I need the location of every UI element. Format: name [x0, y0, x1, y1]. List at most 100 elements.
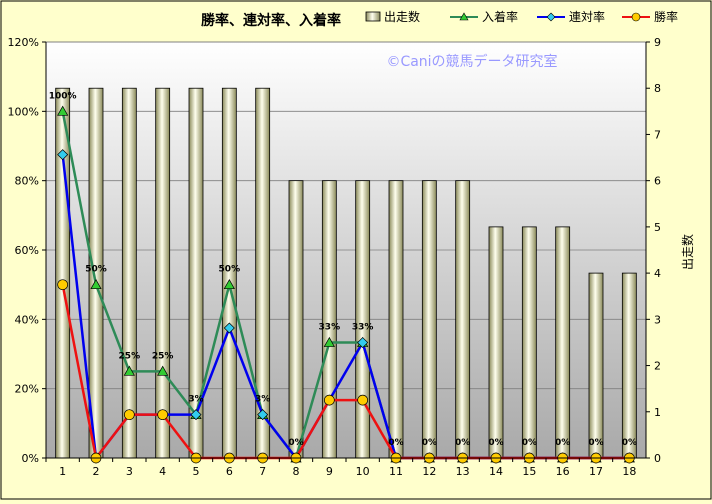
bar-starts: [521, 226, 537, 459]
x-tick-label: 3: [126, 465, 133, 478]
x-tick-label: 10: [356, 465, 370, 478]
data-label: 50%: [85, 265, 107, 275]
point-triangle: [223, 278, 235, 290]
legend-label-starts: 出走数: [384, 9, 420, 24]
x-tick-label: 12: [422, 465, 436, 478]
legend-label-place-rate: 入着率: [482, 9, 518, 24]
data-label: 0%: [488, 438, 503, 448]
right-tick-label: 9: [654, 36, 661, 49]
point-triangle: [123, 365, 135, 376]
data-label: 50%: [219, 265, 241, 275]
right-tick-label: 8: [654, 82, 661, 95]
data-label: 0%: [388, 438, 403, 448]
point-triangle: [90, 278, 102, 290]
x-tick-label: 15: [522, 465, 536, 478]
x-tick-label: 2: [93, 465, 100, 478]
x-tick-label: 11: [389, 465, 403, 478]
chart-title: 勝率、連対率、入着率: [201, 12, 341, 29]
right-tick-label: 0: [654, 452, 661, 465]
x-tick-label: 17: [589, 465, 603, 478]
x-tick-label: 6: [226, 465, 233, 478]
left-tick-label: 60%: [15, 244, 39, 257]
data-label: 25%: [119, 351, 141, 361]
right-tick-label: 3: [654, 313, 661, 326]
right-axis-title: 出走数: [680, 234, 695, 270]
gridlines: [46, 41, 646, 459]
x-tick-label: 1: [59, 465, 66, 478]
data-label: 33%: [319, 323, 341, 333]
data-label: 3%: [188, 395, 203, 405]
bar-starts: [455, 180, 471, 459]
right-tick-label: 6: [654, 175, 661, 188]
data-label: 0%: [422, 438, 437, 448]
bar-starts: [588, 272, 604, 459]
bar-starts: [355, 180, 371, 459]
bar-starts: [488, 226, 504, 459]
right-tick-label: 7: [654, 128, 661, 141]
right-tick-label: 1: [654, 406, 661, 419]
data-label: 0%: [588, 438, 603, 448]
point-diamond: [57, 149, 69, 161]
point-triangle: [157, 365, 169, 376]
data-label: 0%: [455, 438, 470, 448]
x-tick-label: 9: [326, 465, 333, 478]
x-tick-label: 7: [259, 465, 266, 478]
point-triangle: [323, 336, 335, 347]
point-circle: [323, 394, 335, 406]
x-tick-label: 8: [293, 465, 300, 478]
data-label: 25%: [152, 351, 174, 361]
data-label: 33%: [352, 323, 374, 333]
data-label: 0%: [288, 438, 303, 448]
bar-starts: [388, 180, 404, 459]
left-tick-label: 100%: [8, 105, 39, 118]
bar-starts: [288, 180, 304, 459]
point-diamond: [357, 337, 369, 349]
bar-starts: [421, 180, 437, 459]
point-circle: [57, 279, 69, 291]
legend-label-win-rate: 勝率: [654, 9, 678, 24]
bar-starts: [121, 87, 137, 459]
bar-starts: [555, 226, 571, 459]
bar-starts: [321, 180, 337, 459]
point-diamond: [190, 409, 202, 421]
point-triangle: [57, 105, 69, 116]
legend-swatch-starts: [365, 11, 381, 22]
data-label: 0%: [622, 438, 637, 448]
x-tick-label: 5: [193, 465, 200, 478]
bar-starts: [155, 87, 171, 459]
watermark: ©Caniの競馬データ研究室: [386, 53, 557, 70]
point-diamond: [223, 322, 235, 334]
left-tick-label: 120%: [8, 36, 39, 49]
x-tick-label: 18: [622, 465, 636, 478]
x-tick-label: 13: [456, 465, 470, 478]
legend-marker-triangle-icon: [459, 12, 469, 21]
left-tick-label: 0%: [22, 452, 39, 465]
bar-starts: [55, 87, 71, 459]
legend-marker-circle-icon: [631, 12, 641, 22]
right-tick-label: 4: [654, 267, 661, 280]
data-label: 0%: [522, 438, 537, 448]
legend: 出走数 入着率 連対率 勝率: [365, 9, 678, 24]
point-circle: [157, 409, 169, 421]
legend-label-quinella-rate: 連対率: [569, 9, 605, 24]
right-tick-label: 5: [654, 221, 661, 234]
data-label: 100%: [49, 91, 77, 101]
left-tick-label: 80%: [15, 175, 39, 188]
data-label: 0%: [555, 438, 570, 448]
data-label: 3%: [255, 395, 270, 405]
x-tick-label: 16: [556, 465, 570, 478]
data-labels: 100% 50% 25% 25% 3% 50% 3% 0% 33% 33% 0% 0% 0% 0% 0% 0%…: [49, 91, 637, 448]
point-diamond: [257, 409, 269, 421]
point-circle: [123, 409, 135, 421]
bar-starts: [621, 272, 637, 459]
x-tick-label: 14: [489, 465, 503, 478]
right-tick-label: 2: [654, 360, 661, 373]
left-tick-label: 40%: [15, 313, 39, 326]
x-tick-label: 4: [159, 465, 166, 478]
point-circle: [357, 394, 369, 406]
left-tick-label: 20%: [15, 383, 39, 396]
legend-marker-diamond-icon: [546, 12, 556, 22]
